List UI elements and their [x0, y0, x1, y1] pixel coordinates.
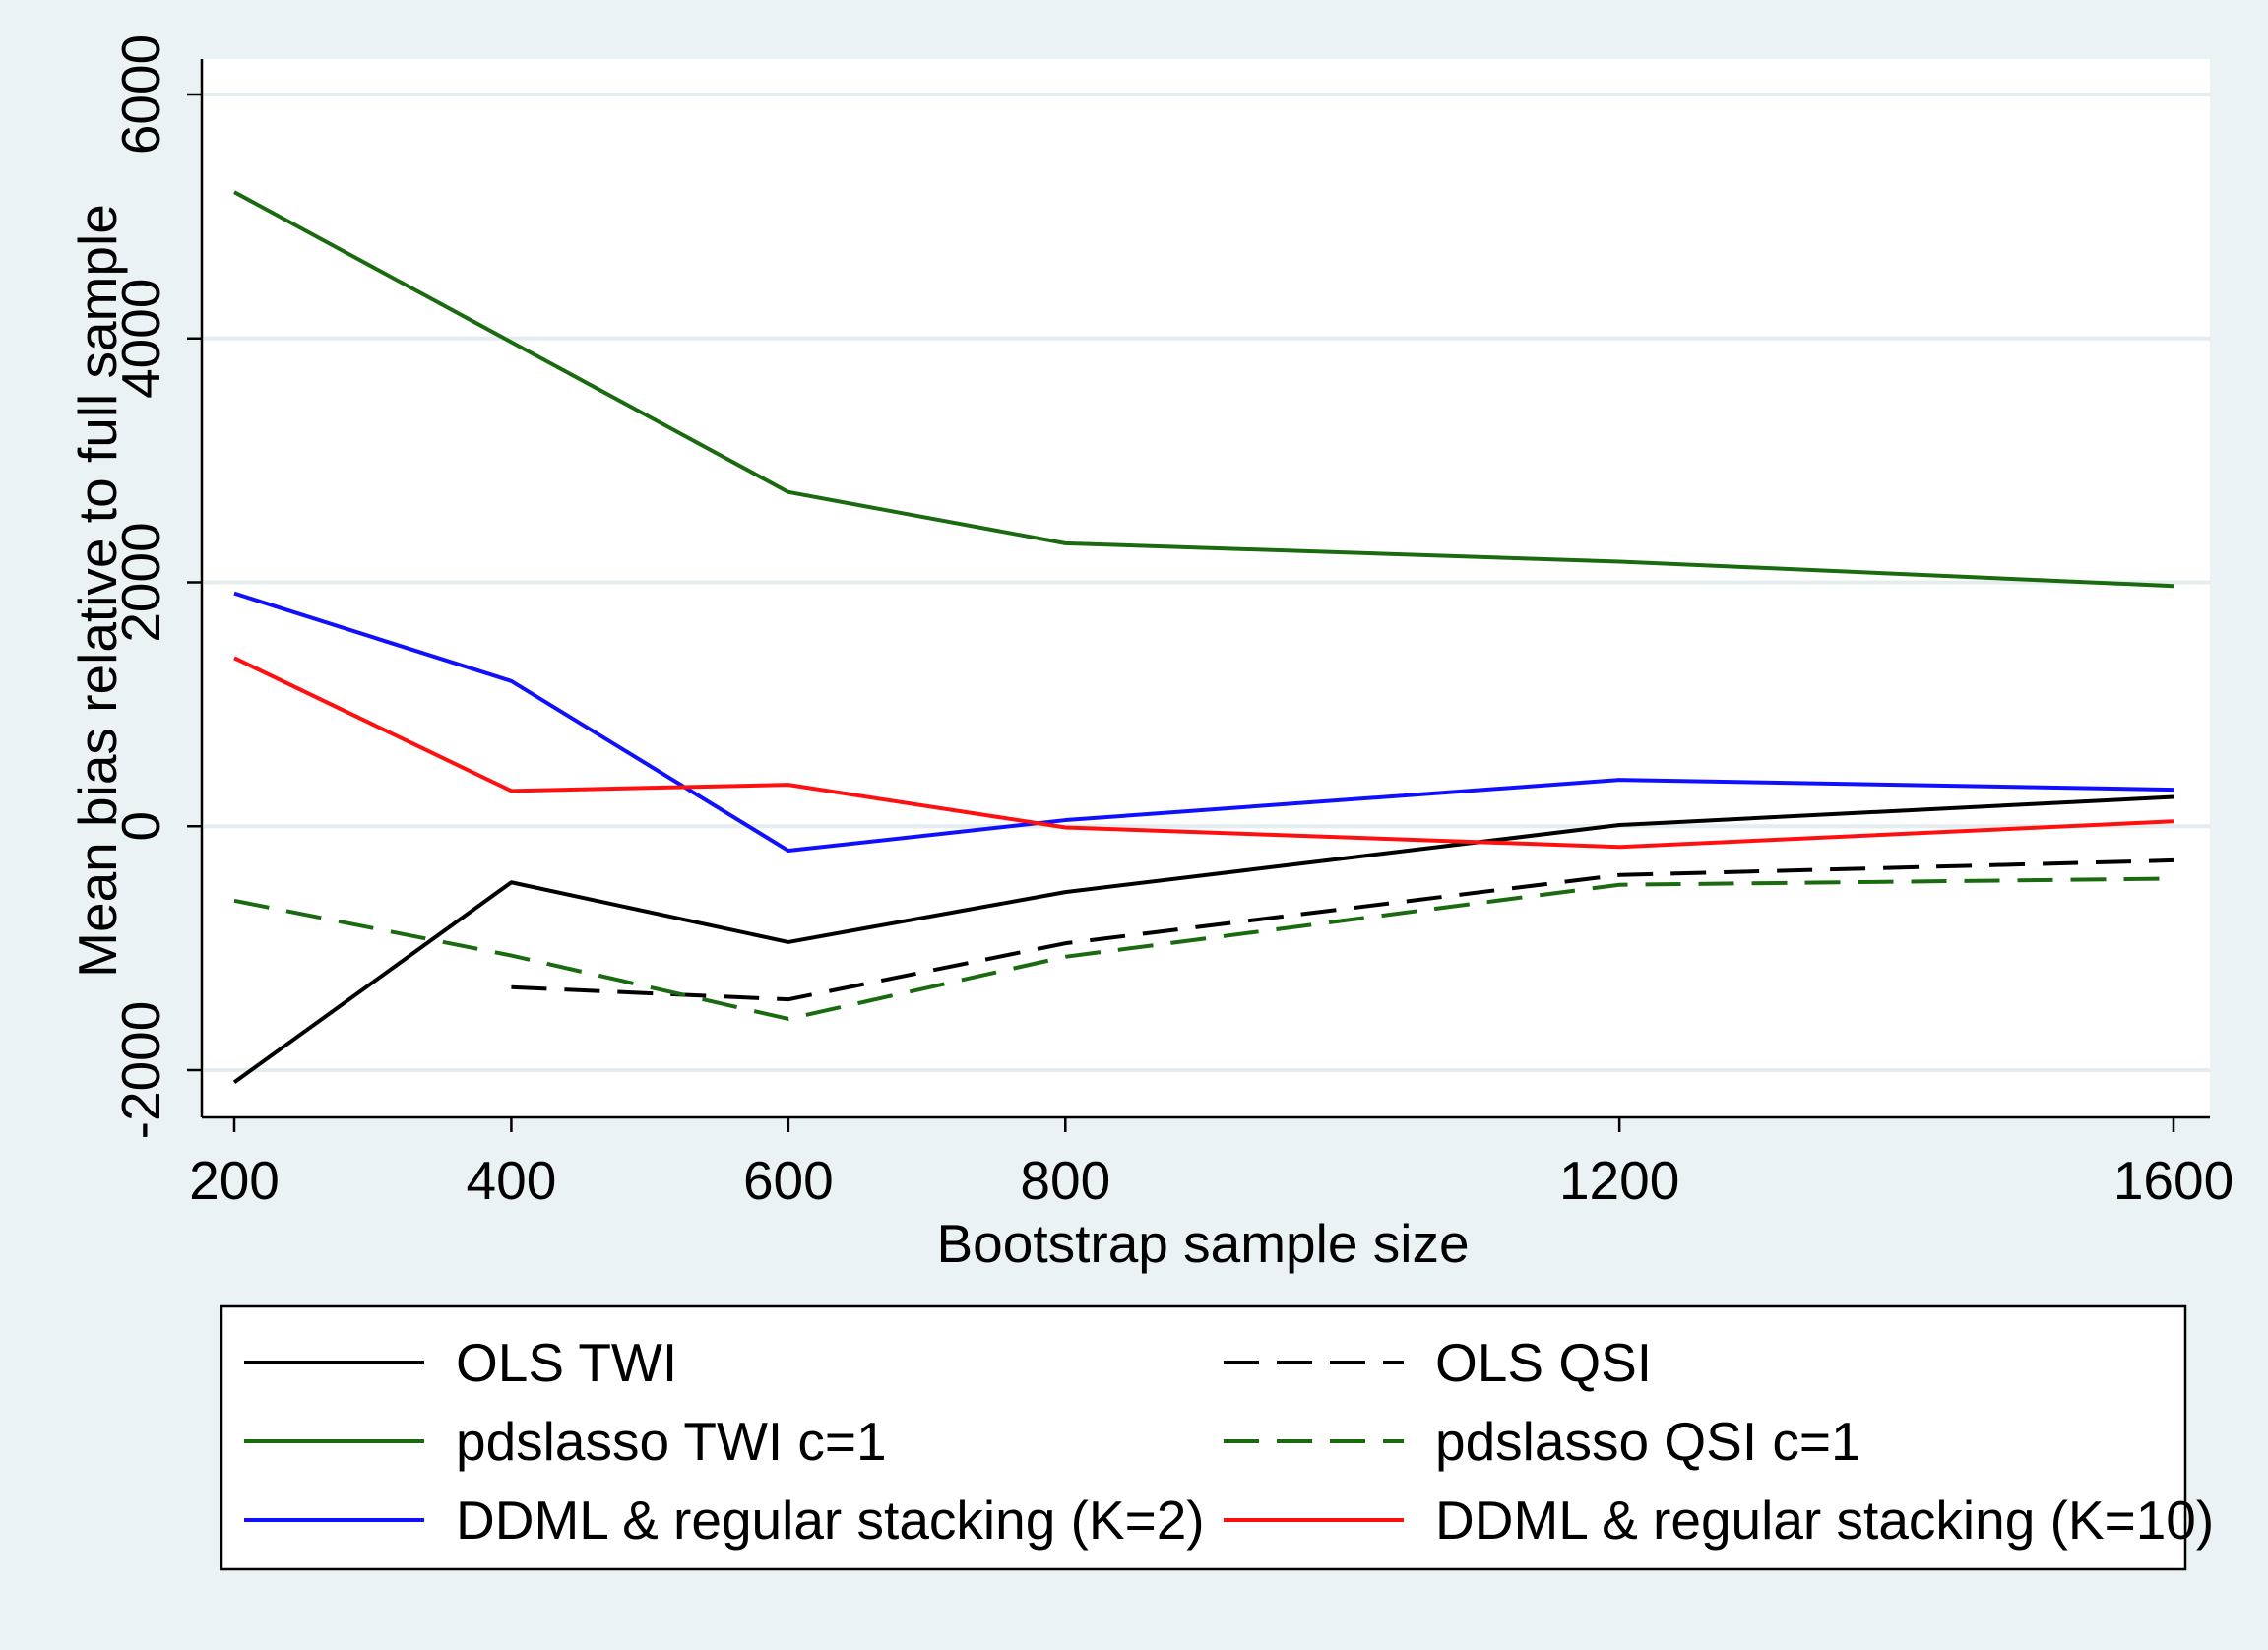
x-tick-label: 1200 — [1559, 1150, 1679, 1211]
y-axis-title: Mean bias relative to full sample — [67, 204, 128, 978]
legend-label: OLS TWI — [456, 1332, 677, 1393]
x-tick-label: 1600 — [2113, 1150, 2234, 1211]
series-line-2 — [511, 857, 2174, 1002]
legend-box — [220, 1304, 2187, 1571]
x-tick-label: 800 — [1020, 1150, 1110, 1211]
y-tick-label: -2000 — [110, 1001, 171, 1140]
legend-label: pdslasso QSI c=1 — [1435, 1411, 1861, 1472]
legend-label: DDML & regular stacking (K=2) — [456, 1490, 1205, 1551]
x-axis-title: Bootstrap sample size — [936, 1213, 1469, 1274]
y-tick-label: 0 — [110, 811, 171, 842]
x-tick-label: 200 — [189, 1150, 280, 1211]
axes — [200, 59, 2210, 1119]
x-tick-label: 600 — [743, 1150, 834, 1211]
tick-marks: -2000 0 2000 4000 6000 200 400 600 800 1200 1600 — [110, 34, 2234, 1211]
legend-label: DDML & regular stacking (K=10) — [1435, 1490, 2214, 1551]
legend-label: OLS QSI — [1435, 1332, 1652, 1393]
series-line-1 — [232, 794, 2174, 1085]
legend: OLS TWI OLS QSI pdslasso TWI c=1 pdslasso Q… — [244, 1332, 2214, 1551]
series-line-3 — [233, 190, 2174, 589]
series-line-6 — [233, 656, 2174, 850]
y-tick-label: 6000 — [110, 34, 171, 155]
plot-background — [202, 59, 2210, 1117]
legend-label: pdslasso TWI c=1 — [456, 1411, 887, 1472]
series-line-4 — [233, 876, 2174, 1021]
x-tick-label: 400 — [467, 1150, 557, 1211]
y-tick-label: 2000 — [110, 522, 171, 642]
y-tick-label: 4000 — [110, 279, 171, 399]
series-lines — [232, 190, 2174, 1085]
grid-lines — [204, 93, 2210, 1072]
series-line-5 — [233, 591, 2174, 854]
